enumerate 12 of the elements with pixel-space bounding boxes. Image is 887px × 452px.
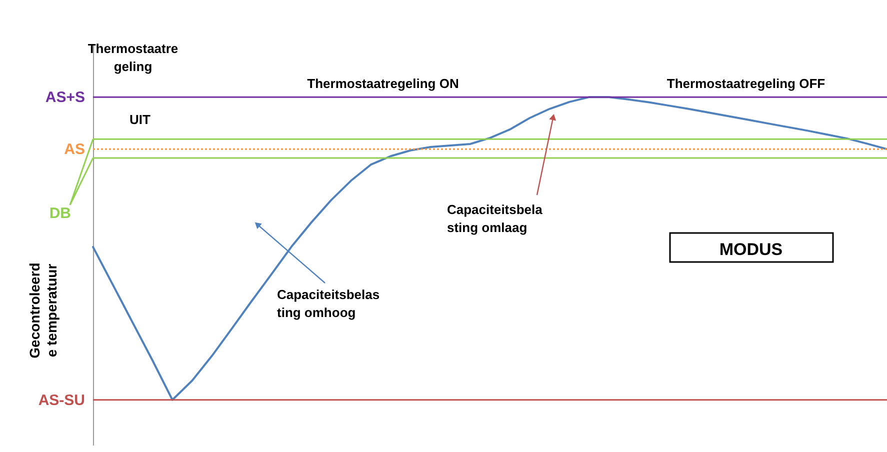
- text: Thermostaatregeling OFF: [666, 76, 826, 91]
- text: Thermostaatre geling: [88, 41, 178, 74]
- annotation: MODUS: [719, 240, 783, 259]
- ref-line-label: DB: [49, 204, 72, 222]
- ref-line-label: AS-SU: [38, 392, 85, 409]
- annotation: UIT: [130, 112, 151, 127]
- ref-line-label: AS+S: [45, 89, 85, 106]
- text: Thermostaatregeling ON: [307, 76, 459, 91]
- ref-line-label: AS: [64, 141, 85, 158]
- annotation: Capaciteitsbelas ting omhoog: [277, 287, 380, 320]
- y-axis-title: Gecontroleerd e temperatuur: [26, 262, 60, 358]
- annotation: Capaciteitsbela sting omlaag: [447, 202, 544, 235]
